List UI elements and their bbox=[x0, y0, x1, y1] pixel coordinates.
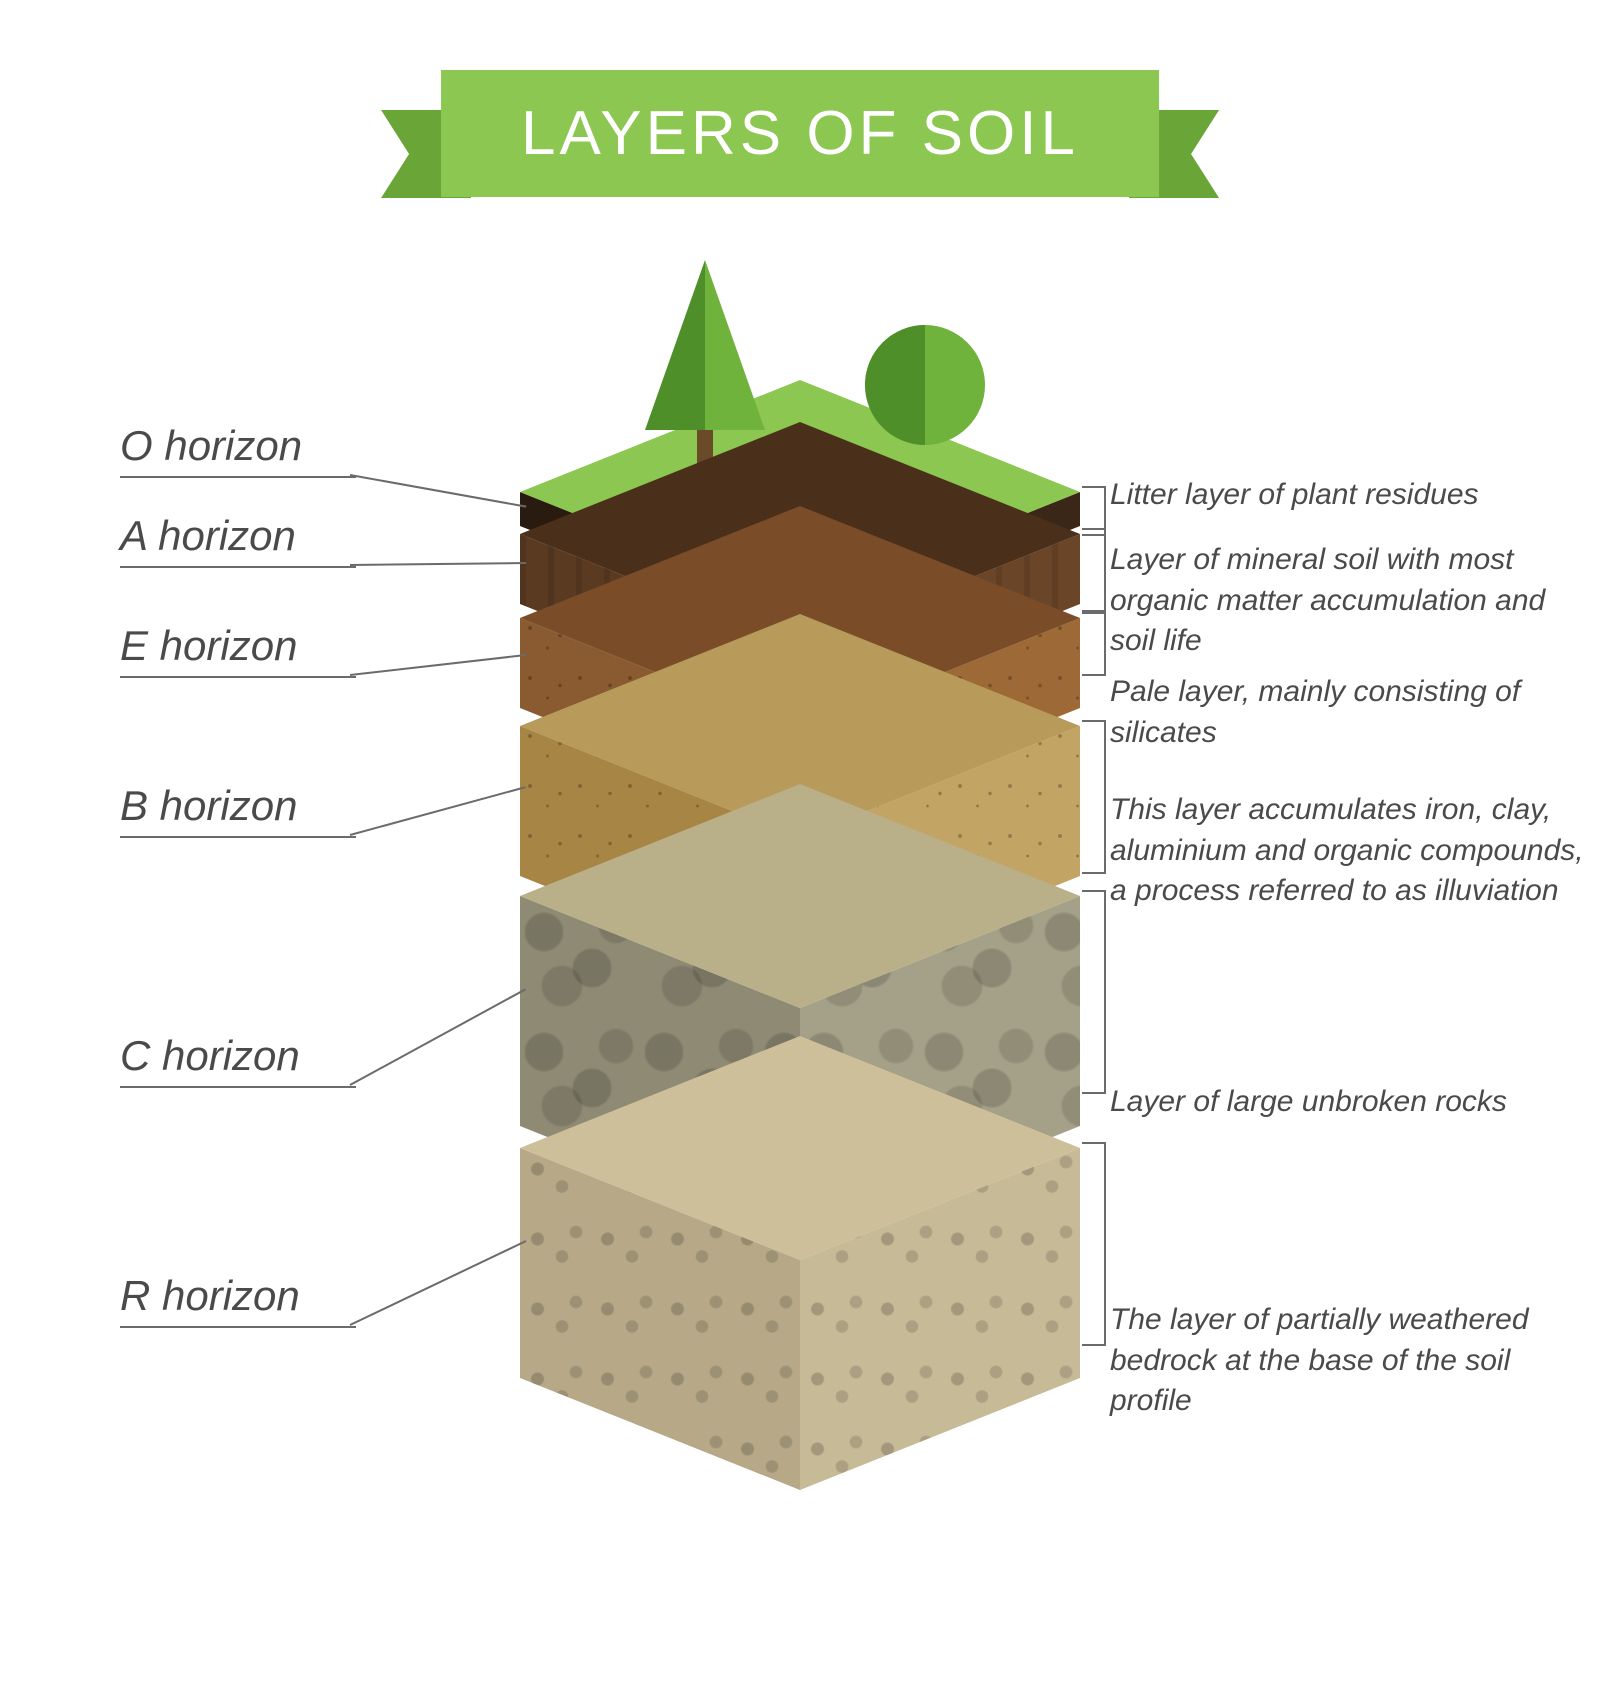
title-ribbon: LAYERS OF SOIL bbox=[441, 70, 1159, 197]
bracket-R bbox=[1082, 1142, 1106, 1346]
bracket-A bbox=[1082, 528, 1106, 612]
title-text: LAYERS OF SOIL bbox=[441, 70, 1159, 197]
connector-left-O bbox=[350, 474, 526, 508]
desc-O: Litter layer of plant residues bbox=[1110, 475, 1479, 516]
connector-left-E bbox=[350, 654, 526, 676]
connector-left-R bbox=[350, 1240, 527, 1326]
bracket-C bbox=[1082, 890, 1106, 1094]
desc-B: This layer accumulates iron, clay, alumi… bbox=[1110, 790, 1590, 912]
desc-C: Layer of large unbroken rocks bbox=[1110, 1082, 1507, 1123]
desc-A: Layer of mineral soil with most organic … bbox=[1110, 540, 1590, 662]
infographic-stage: LAYERS OF SOIL O horizon A horizon E horiz… bbox=[0, 0, 1600, 1690]
label-R: R horizon bbox=[120, 1272, 356, 1328]
label-O: O horizon bbox=[120, 422, 356, 478]
label-A: A horizon bbox=[120, 512, 356, 568]
connector-left-C bbox=[350, 988, 527, 1086]
bracket-B bbox=[1082, 720, 1106, 874]
bracket-E bbox=[1082, 612, 1106, 676]
label-C: C horizon bbox=[120, 1032, 356, 1088]
desc-R: The layer of partially weathered bedrock… bbox=[1110, 1300, 1590, 1422]
connector-left-B bbox=[350, 786, 527, 836]
bush-icon bbox=[860, 320, 990, 450]
label-E: E horizon bbox=[120, 622, 356, 678]
connector-left-A bbox=[350, 562, 526, 566]
label-B: B horizon bbox=[120, 782, 356, 838]
desc-E: Pale layer, mainly consisting of silicat… bbox=[1110, 672, 1590, 753]
